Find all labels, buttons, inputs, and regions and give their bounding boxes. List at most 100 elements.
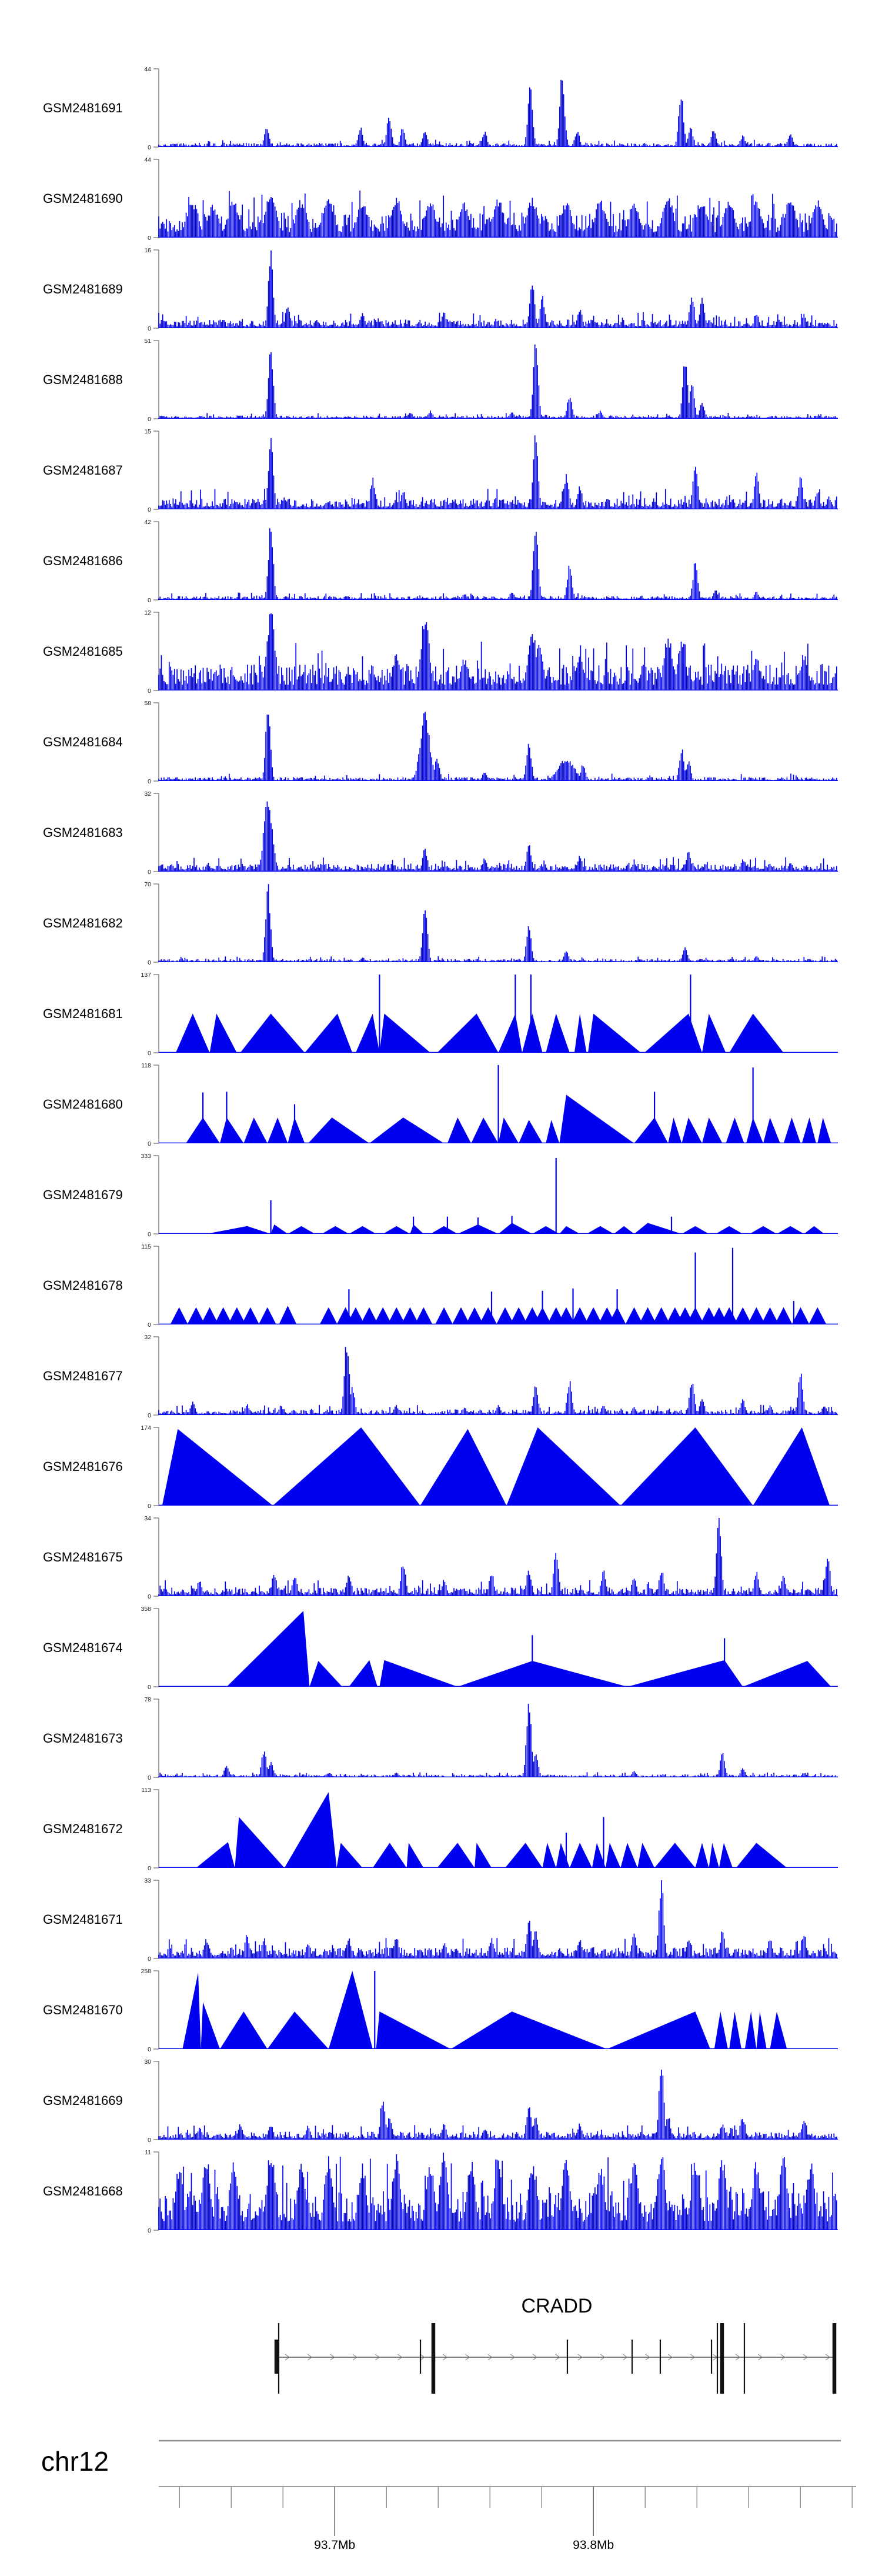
track-y-axis: 32 0 [144, 790, 159, 876]
track-ymin-label: 0 [148, 2046, 151, 2053]
track-label: GSM2481684 [43, 735, 123, 749]
track-ymax-label: 33 [144, 1877, 151, 1884]
track-ymin-label: 0 [148, 325, 151, 332]
strand-arrow-icon [690, 2354, 696, 2361]
track-y-axis: 118 0 [141, 1062, 159, 1147]
track-label: GSM2481690 [43, 191, 123, 206]
track-ymax-label: 115 [141, 1243, 151, 1250]
track-plot: 258 0 [141, 1968, 838, 2053]
strand-arrow-icon [510, 2354, 515, 2361]
track-ymax-label: 16 [144, 247, 151, 254]
track-signal [158, 1880, 838, 1959]
track-signal [159, 1247, 838, 1325]
track-ymax-label: 58 [144, 700, 151, 707]
track-ymax-label: 78 [144, 1696, 151, 1703]
track-y-axis: 358 0 [141, 1606, 159, 1691]
track-plot: 16 0 [144, 247, 838, 332]
track-y-axis: 51 0 [144, 338, 159, 423]
track-label: GSM2481681 [43, 1006, 123, 1021]
track-plot: 30 0 [144, 2058, 838, 2144]
track-ymax-label: 11 [145, 2149, 151, 2156]
strand-arrow-icon [375, 2354, 380, 2361]
track-ymin-label: 0 [148, 959, 151, 966]
track-label: GSM2481677 [43, 1369, 123, 1383]
track-y-axis: 42 0 [144, 519, 159, 604]
track-y-axis: 44 0 [144, 66, 159, 151]
track-y-axis: 113 0 [141, 1787, 159, 1872]
track-label: GSM2481686 [43, 553, 123, 568]
track-ymin-label: 0 [148, 1593, 151, 1600]
track-signal [158, 250, 838, 329]
track-ymax-label: 30 [144, 2058, 151, 2066]
track-label: GSM2481688 [43, 372, 123, 387]
track-signal [158, 435, 838, 510]
track-label: GSM2481678 [43, 1278, 123, 1293]
track-ymin-label: 0 [148, 1684, 151, 1691]
track-plot: 34 0 [144, 1515, 838, 1600]
track-plot: 51 0 [144, 338, 838, 423]
track-ymin-label: 0 [148, 1140, 151, 1147]
strand-arrow-icon [465, 2354, 470, 2361]
track-ymax-label: 258 [141, 1968, 151, 1975]
strand-arrow-icon [442, 2354, 447, 2361]
track-signal [158, 2070, 838, 2140]
track-signal [158, 344, 838, 419]
track-plot: 137 0 [141, 972, 838, 1057]
track-label: GSM2481669 [43, 2093, 123, 2108]
track-signal [159, 1792, 838, 1868]
track-plot: 78 0 [144, 1696, 838, 1781]
track-signal [158, 2153, 838, 2231]
track-plot: 15 0 [144, 428, 838, 513]
gene-model [274, 2323, 837, 2394]
track-label: GSM2481671 [43, 1912, 123, 1927]
strand-arrow-icon [600, 2354, 606, 2361]
axis-tick-label: 93.8Mb [573, 2538, 614, 2552]
track-plot: 44 0 [144, 156, 838, 242]
gene-name-label: CRADD [521, 2295, 593, 2317]
track-ymax-label: 118 [141, 1062, 151, 1069]
track-ymax-label: 34 [144, 1515, 151, 1522]
track-ymin-label: 0 [148, 1412, 151, 1419]
track-ymin-label: 0 [148, 1231, 151, 1238]
strand-arrow-icon [397, 2354, 403, 2361]
track-signal [159, 1065, 838, 1144]
track-signal [159, 1427, 838, 1506]
track-plot: 118 0 [141, 1062, 838, 1147]
track-y-axis: 30 0 [144, 2058, 159, 2144]
strand-arrow-icon [487, 2354, 493, 2361]
track-ymin-label: 0 [148, 1050, 151, 1057]
track-signal [158, 801, 838, 872]
track-label: GSM2481682 [43, 916, 123, 930]
track-label: GSM2481672 [43, 1821, 123, 1836]
track-label: GSM2481687 [43, 463, 123, 478]
track-y-axis: 11 0 [145, 2149, 159, 2234]
strand-arrow-icon [757, 2354, 763, 2361]
track-plot: 115 0 [141, 1243, 838, 1329]
track-y-axis: 16 0 [144, 247, 159, 332]
track-y-axis: 137 0 [141, 972, 159, 1057]
track-ymin-label: 0 [148, 2227, 151, 2234]
track-ymax-label: 15 [144, 428, 151, 435]
track-ymax-label: 70 [144, 881, 151, 888]
track-plot: 11 0 [145, 2149, 838, 2234]
strand-arrow-icon [352, 2354, 358, 2361]
track-label: GSM2481676 [43, 1459, 123, 1474]
strand-arrow-icon [667, 2354, 673, 2361]
track-ymax-label: 44 [144, 156, 151, 163]
track-plot: 333 0 [141, 1153, 838, 1238]
track-y-axis: 333 0 [141, 1153, 159, 1238]
strand-arrow-icon [285, 2354, 290, 2361]
track-y-axis: 78 0 [144, 1696, 159, 1781]
track-plot: 70 0 [144, 881, 838, 966]
track-signal [158, 613, 838, 691]
track-ymin-label: 0 [148, 869, 151, 876]
track-plot: 12 0 [144, 609, 838, 695]
track-signal [158, 1518, 838, 1597]
track-plot: 32 0 [144, 1334, 838, 1419]
track-plot: 113 0 [141, 1787, 838, 1872]
strand-arrow-icon [825, 2354, 831, 2361]
track-y-axis: 33 0 [144, 1877, 159, 1963]
track-signal [159, 1158, 838, 1234]
track-ymin-label: 0 [148, 1322, 151, 1329]
